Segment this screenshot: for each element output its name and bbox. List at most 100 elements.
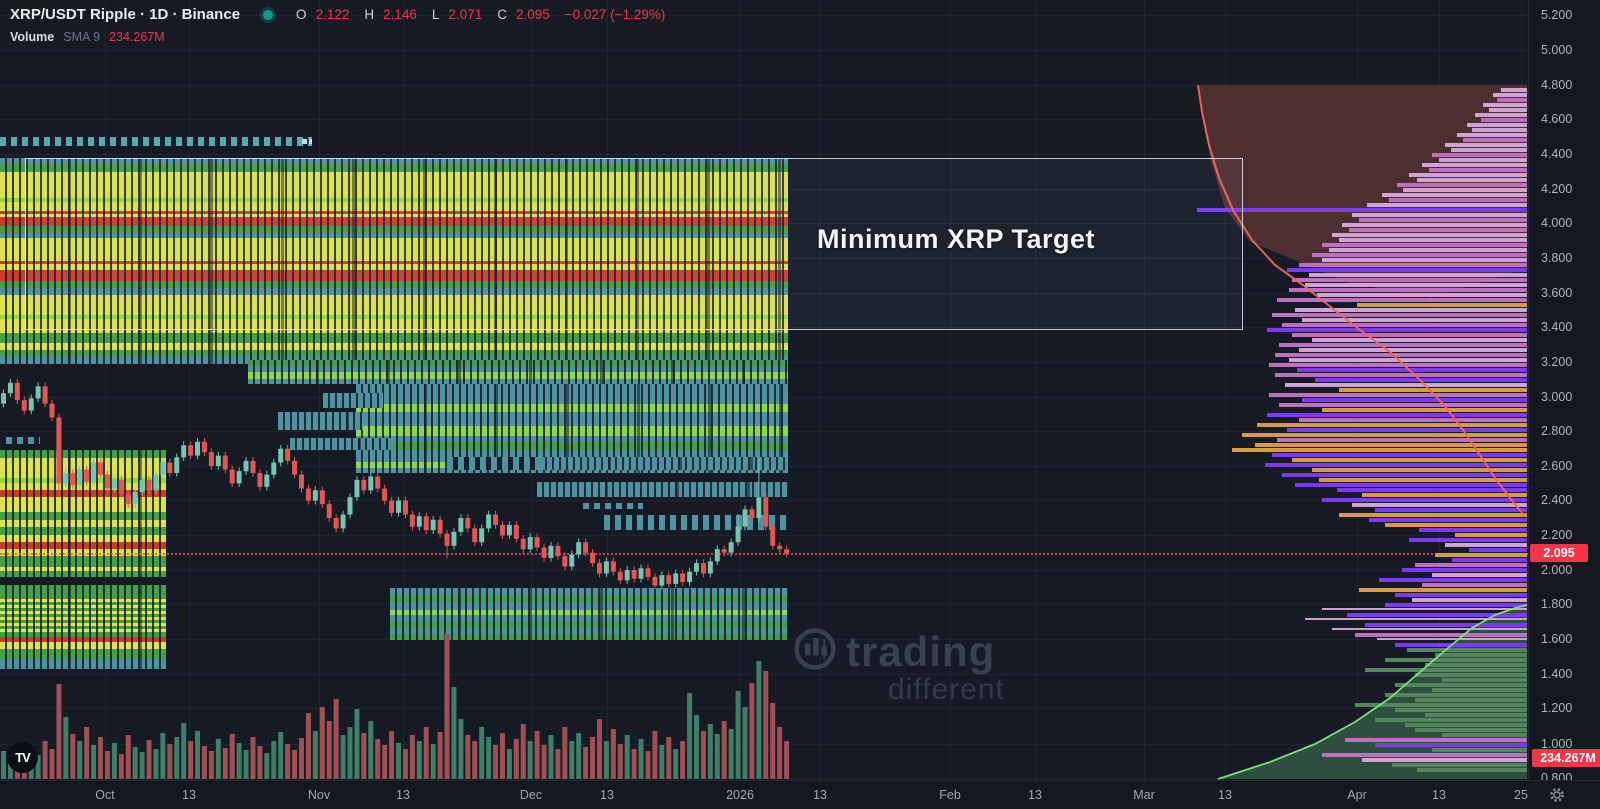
chart-pane[interactable]: Minimum XRP Target trading different [0,0,1528,780]
indicator-name[interactable]: Volume [10,30,55,44]
candle-body [70,472,76,486]
candle-body [749,509,755,519]
profile-row [1365,668,1527,672]
volume-bar [555,749,561,779]
volume-bar [215,739,221,779]
volume-bar [396,743,402,779]
profile-row [1312,253,1527,257]
volume-bar [742,707,748,779]
profile-row [1483,103,1527,107]
target-annotation-box[interactable] [25,158,1243,330]
time-axis[interactable]: Oct 13 Nov 13 Dec 13 2026 13 Feb 13 Mar 13 Apr 13 25 [0,780,1600,809]
grid-line-h [0,85,1528,86]
time-tick-label: 25 [1514,788,1528,802]
candle-body [160,462,166,475]
heatmap-slats [323,393,383,408]
price-tick-label: 4.600 [1541,112,1573,126]
profile-row [1409,538,1527,542]
volume-bar [153,749,159,779]
profile-row [1339,513,1527,517]
volume-bar [375,739,381,779]
volume-bar [610,729,616,779]
candle-body [409,514,415,527]
price-tick-label: 2.200 [1541,528,1573,542]
volume-bar [368,721,374,779]
gear-icon[interactable] [1549,787,1565,808]
price-tick-label: 5.000 [1541,43,1573,57]
volume-bar [208,751,214,779]
profile-row [1362,493,1527,497]
candle-body [423,516,429,531]
volume-bar [465,735,471,779]
profile-row [1442,733,1527,737]
candle-body [285,448,291,461]
volume-bar [63,717,69,779]
symbol-title[interactable]: XRP/USDT Ripple · 1D · Binance [10,6,241,23]
profile-row [1289,288,1527,292]
time-tick-label: 13 [1028,788,1042,802]
chart-canvas[interactable] [0,0,1528,780]
heatmap-block [278,412,363,430]
time-tick-label: Dec [519,788,543,802]
volume-bar [229,734,235,779]
watermark-globe-icon [792,626,838,677]
profile-row [1275,373,1527,377]
profile-row [1297,368,1527,372]
connection-status-icon[interactable] [263,9,274,20]
heatmap-slats [447,457,540,470]
volume-bar [666,737,672,779]
profile-row [1407,648,1527,652]
heatmap-slats [537,482,788,497]
volume-bar [590,737,596,779]
time-tick-label: Nov [307,788,331,802]
volume-bar [340,735,346,779]
profile-row [1472,128,1527,132]
candle-body [146,479,152,491]
volume-bar [243,750,249,779]
volume-bar [499,733,505,779]
candle-body [700,563,706,574]
profile-row [1405,723,1527,727]
candle-body [104,474,110,489]
volume-value-badge: 234.267M [1532,749,1600,767]
price-tick-label: 4.000 [1541,216,1573,230]
volume-bar [222,748,228,779]
grid-line-v [1225,0,1226,780]
profile-row [1489,108,1527,112]
profile-row [1305,283,1527,287]
profile-row [1385,603,1527,607]
volume-bar [513,739,519,779]
heatmap-block [390,588,788,640]
candle-body [139,479,145,493]
profile-row [1355,633,1527,637]
chart-header: XRP/USDT Ripple · 1D · Binance O 2.122 H… [10,6,671,44]
volume-bar [347,727,353,779]
candle-body [208,452,214,467]
candle-body [451,531,457,546]
profile-row [1412,598,1527,602]
volume-bar [49,749,55,779]
profile-row [1269,393,1527,397]
price-tick-label: 2.400 [1541,493,1573,507]
profile-row [1277,298,1527,302]
volume-bar [451,687,457,779]
candle-body [770,526,776,546]
open-label: O [296,7,307,22]
profile-row [1467,123,1527,127]
heatmap-slats [540,457,788,470]
volume-bar [645,751,651,779]
profile-row [1312,338,1527,342]
candle-body [292,460,298,475]
volume-bar [188,741,194,779]
candle-body [333,518,339,529]
target-annotation-label[interactable]: Minimum XRP Target [817,224,1096,254]
candle-body [603,561,609,574]
candle-body [1,393,6,404]
price-axis[interactable]: 2.095 234.267M 5.200 5.000 4.800 4.600 4.400… [1528,0,1600,785]
price-tick-label: 4.800 [1541,78,1573,92]
volume-bar [763,671,769,779]
grid-line-v [1035,0,1036,780]
volume-bar [479,727,485,779]
tradingview-logo[interactable]: TV [7,742,38,773]
profile-row [1359,218,1527,222]
